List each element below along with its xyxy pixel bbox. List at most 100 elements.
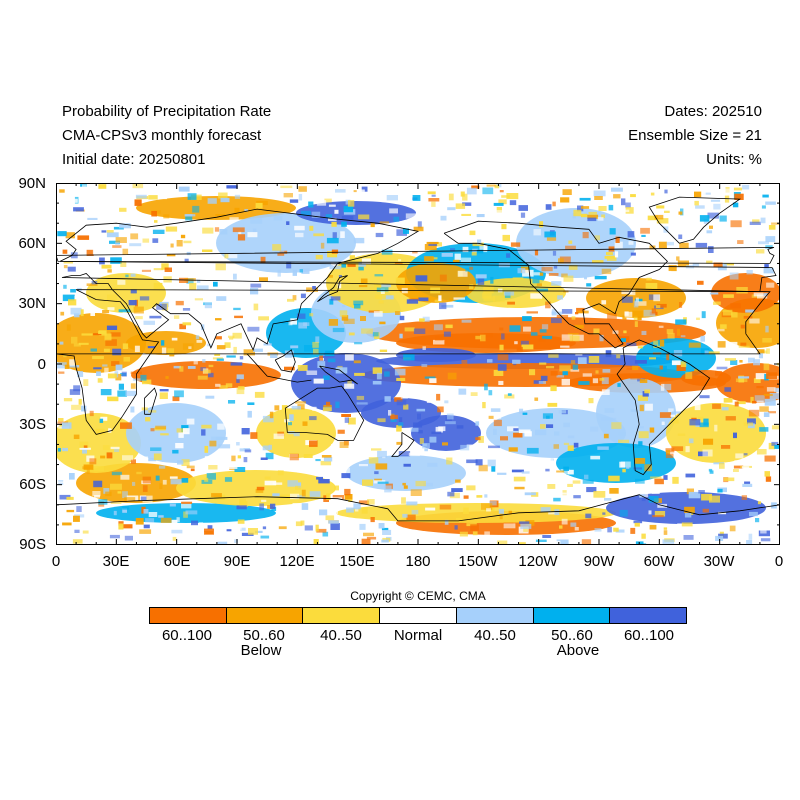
field-cell bbox=[306, 370, 318, 375]
field-cell bbox=[338, 275, 342, 278]
field-cell bbox=[606, 252, 613, 255]
field-cell bbox=[248, 528, 258, 535]
field-cell bbox=[66, 496, 74, 500]
field-cell bbox=[499, 327, 504, 331]
field-cell bbox=[660, 383, 665, 391]
field-cell bbox=[699, 215, 710, 222]
field-cell bbox=[415, 395, 424, 398]
field-cell bbox=[234, 467, 246, 472]
field-cell bbox=[73, 343, 81, 347]
field-cell bbox=[234, 194, 241, 199]
field-cell bbox=[764, 471, 770, 477]
field-cell bbox=[594, 275, 607, 280]
field-cell bbox=[574, 527, 579, 531]
field-cell bbox=[419, 318, 425, 322]
field-cell bbox=[361, 328, 373, 334]
field-cell bbox=[581, 539, 592, 544]
field-cell bbox=[90, 312, 95, 316]
field-cell bbox=[284, 350, 294, 356]
field-cell bbox=[117, 390, 127, 397]
field-cell bbox=[196, 532, 206, 537]
field-cell bbox=[269, 528, 282, 535]
field-cell bbox=[170, 479, 182, 485]
field-cell bbox=[308, 201, 314, 208]
field-cell bbox=[119, 207, 127, 212]
field-blob bbox=[296, 201, 416, 225]
field-cell bbox=[319, 355, 323, 361]
field-cell bbox=[588, 211, 597, 215]
field-cell bbox=[410, 489, 422, 496]
field-cell bbox=[297, 404, 305, 410]
field-cell bbox=[594, 196, 603, 200]
field-cell bbox=[260, 535, 270, 539]
field-cell bbox=[160, 517, 172, 523]
field-cell bbox=[81, 333, 93, 336]
field-cell bbox=[637, 316, 642, 321]
field-cell bbox=[366, 536, 377, 540]
field-cell bbox=[327, 508, 338, 514]
field-cell bbox=[384, 371, 390, 377]
field-cell bbox=[341, 315, 349, 321]
coastline bbox=[443, 220, 668, 349]
field-cell bbox=[97, 378, 103, 383]
field-cell bbox=[449, 189, 456, 194]
field-cell bbox=[721, 445, 731, 449]
field-cell bbox=[269, 411, 274, 419]
field-cell bbox=[62, 522, 72, 526]
field-cell bbox=[484, 333, 493, 338]
field-cell bbox=[244, 449, 252, 453]
field-cell bbox=[747, 418, 756, 425]
field-cell bbox=[557, 295, 563, 300]
field-cell bbox=[720, 324, 727, 329]
field-cell bbox=[681, 522, 693, 527]
field-cell bbox=[483, 286, 494, 294]
field-cell bbox=[424, 244, 437, 251]
field-cell bbox=[400, 264, 406, 268]
field-cell bbox=[186, 465, 195, 469]
field-cell bbox=[225, 383, 233, 388]
field-cell bbox=[329, 298, 334, 305]
field-cell bbox=[335, 401, 340, 409]
field-cell bbox=[102, 310, 110, 314]
legend-label-below-50-60: 50..60 bbox=[243, 627, 285, 644]
field-cell bbox=[481, 503, 493, 510]
field-cell bbox=[548, 512, 556, 515]
field-cell bbox=[102, 364, 108, 367]
field-cell bbox=[204, 456, 214, 460]
field-cell bbox=[179, 366, 184, 372]
field-cell bbox=[292, 503, 301, 510]
field-cell bbox=[244, 209, 249, 212]
field-cell bbox=[684, 506, 695, 513]
field-cell bbox=[697, 280, 704, 285]
field-cell bbox=[422, 346, 426, 350]
field-cell bbox=[641, 330, 647, 335]
copyright-text: Copyright © CEMC, CMA bbox=[350, 589, 486, 603]
field-cell bbox=[398, 451, 411, 457]
field-cell bbox=[633, 520, 643, 524]
field-cell bbox=[476, 495, 483, 498]
field-cell bbox=[671, 418, 679, 424]
field-cell bbox=[688, 342, 701, 348]
coastline bbox=[56, 494, 780, 522]
field-cell bbox=[320, 264, 327, 267]
field-cell bbox=[211, 493, 222, 498]
field-cell bbox=[360, 189, 365, 193]
field-cell bbox=[433, 339, 445, 345]
lon-label-180: 180 bbox=[405, 553, 431, 570]
field-cell bbox=[747, 489, 758, 497]
field-cell bbox=[630, 194, 636, 198]
field-cell bbox=[522, 412, 528, 415]
field-cell bbox=[603, 433, 609, 439]
field-cell bbox=[309, 225, 314, 231]
field-cell bbox=[756, 249, 765, 254]
field-cell bbox=[374, 478, 382, 482]
field-cell bbox=[428, 198, 440, 202]
field-cell bbox=[718, 511, 727, 515]
field-cell bbox=[299, 269, 303, 273]
field-cell bbox=[87, 217, 98, 220]
field-cell bbox=[70, 307, 82, 315]
field-cell bbox=[753, 359, 760, 366]
field-cell bbox=[643, 309, 656, 317]
field-cell bbox=[103, 488, 110, 494]
legend-swatch-above-40-50 bbox=[456, 608, 534, 623]
